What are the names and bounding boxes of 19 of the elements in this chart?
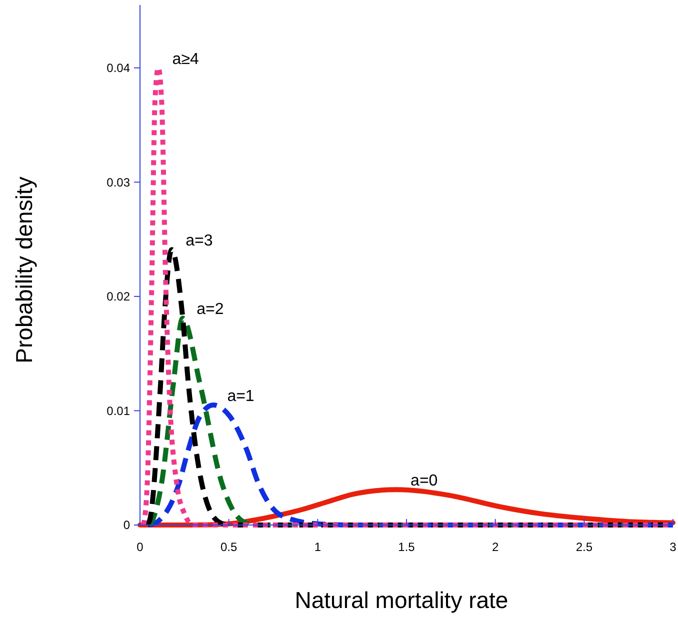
x-axis-title: Natural mortality rate	[294, 587, 508, 613]
x-tick-label: 1.5	[398, 540, 416, 554]
series-label: a=2	[196, 301, 224, 318]
y-tick-label: 0.02	[106, 290, 130, 304]
x-tick-label: 0	[136, 540, 144, 554]
series-label: a=1	[227, 388, 254, 405]
x-tick-label: 1	[314, 540, 322, 554]
y-axis-title: Probability density	[11, 176, 37, 364]
series-label: a=3	[186, 232, 213, 250]
y-tick-label: 0	[123, 518, 130, 532]
x-tick-label: 2.5	[576, 540, 593, 554]
y-tick-label: 0.03	[106, 175, 130, 190]
x-tick-label: 2	[492, 540, 499, 554]
y-tick-label: 0.01	[106, 404, 130, 418]
y-tick-label: 0.04	[106, 61, 130, 76]
series-label: a=0	[410, 472, 438, 490]
x-tick-label: 3	[670, 540, 677, 554]
series-label: a≥4	[172, 50, 199, 68]
x-tick-label: 0.5	[220, 540, 238, 554]
